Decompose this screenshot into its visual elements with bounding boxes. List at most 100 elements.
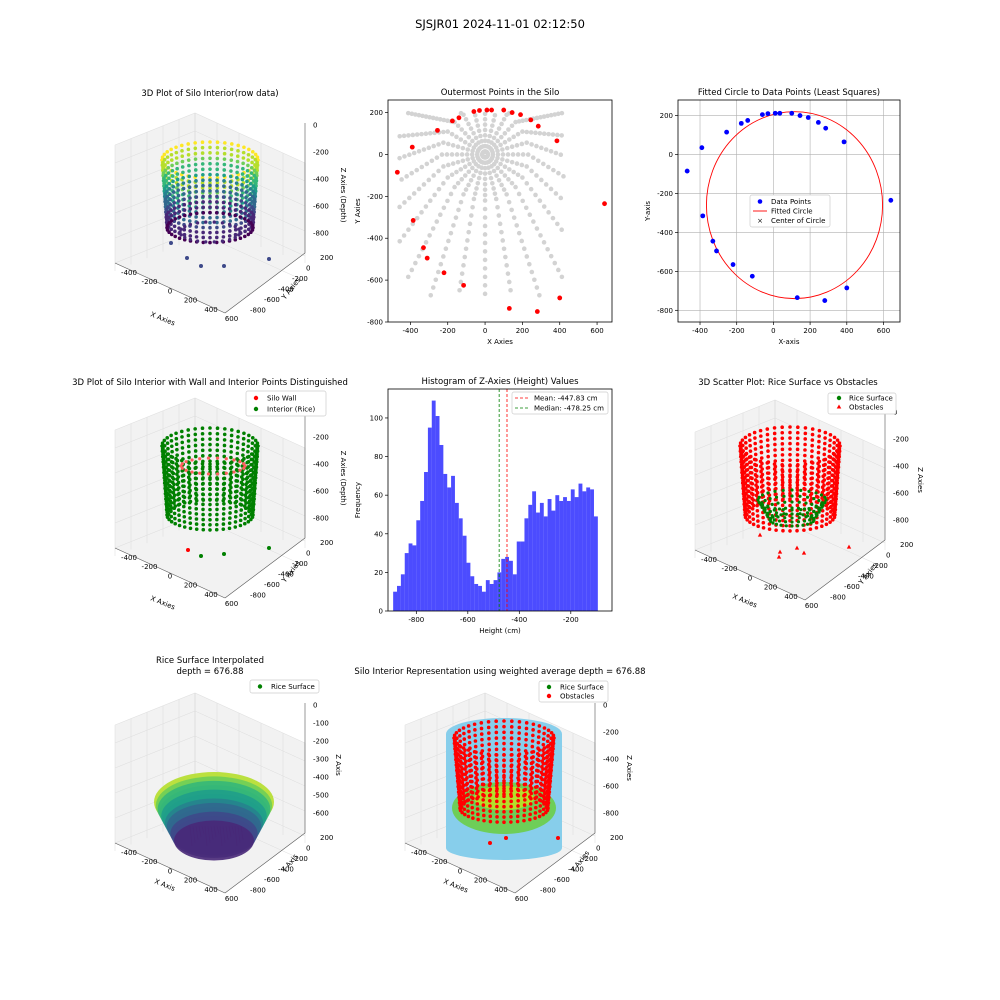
interior-point bbox=[215, 476, 219, 480]
obstacle-point bbox=[479, 721, 484, 725]
obstacle-point bbox=[481, 803, 486, 807]
obstacle-point bbox=[541, 807, 546, 812]
obstacle-point bbox=[781, 491, 785, 496]
raw-point bbox=[242, 234, 247, 239]
gray-point bbox=[495, 138, 501, 144]
gray-point bbox=[555, 132, 560, 138]
interior-point bbox=[188, 494, 193, 498]
gray-point bbox=[443, 246, 449, 252]
raw-point bbox=[194, 225, 199, 229]
obstacle-point bbox=[781, 518, 785, 523]
interior-point bbox=[194, 476, 199, 481]
panel3-fitted-circle: Fitted Circle to Data Points (Least Squa… bbox=[644, 88, 901, 346]
histogram-bar bbox=[397, 585, 401, 611]
gray-point bbox=[475, 123, 481, 128]
obstacle-point bbox=[740, 467, 745, 472]
rice-surface-point bbox=[768, 509, 772, 514]
obstacle-point bbox=[461, 783, 466, 788]
raw-point bbox=[201, 210, 206, 215]
raw-point bbox=[227, 222, 232, 227]
raw-point bbox=[166, 215, 171, 220]
raw-point bbox=[180, 149, 184, 153]
figure-suptitle: SJSJR01 2024-11-01 02:12:50 bbox=[415, 17, 585, 31]
gray-point bbox=[416, 148, 422, 154]
obstacle-point bbox=[509, 730, 514, 735]
interior-point bbox=[244, 471, 249, 476]
raw-point bbox=[208, 205, 212, 209]
histogram-bar bbox=[427, 427, 432, 611]
obstacle-point bbox=[748, 438, 752, 443]
outermost-point bbox=[435, 127, 440, 133]
obstacle-point bbox=[538, 792, 542, 797]
obstacle-point bbox=[802, 470, 807, 474]
gray-point bbox=[500, 152, 506, 157]
gray-point bbox=[465, 238, 470, 243]
gray-point bbox=[482, 223, 488, 229]
gray-point bbox=[464, 152, 470, 157]
obstacle-point bbox=[459, 791, 464, 795]
obstacle-point bbox=[523, 749, 528, 753]
interior-point bbox=[222, 460, 226, 464]
obstacle-point bbox=[803, 442, 807, 447]
obstacle-point bbox=[488, 793, 493, 797]
histogram-bar bbox=[555, 495, 560, 611]
gray-point bbox=[472, 112, 478, 118]
y-tick-label: 0 bbox=[669, 151, 673, 159]
x-tick-label: 400 bbox=[553, 327, 566, 335]
gray-point bbox=[455, 180, 461, 186]
obstacle-point bbox=[752, 430, 757, 435]
gray-point bbox=[541, 131, 547, 137]
gray-point bbox=[409, 170, 415, 176]
gray-point bbox=[524, 129, 530, 135]
raw-point bbox=[164, 173, 168, 178]
obstacle-point bbox=[541, 812, 546, 817]
gray-point bbox=[533, 192, 538, 198]
obstacle-point bbox=[548, 766, 553, 770]
interior-point bbox=[187, 477, 192, 482]
interior-point bbox=[194, 507, 199, 511]
interior-point bbox=[173, 504, 178, 508]
gray-point bbox=[552, 260, 558, 266]
surface-spike bbox=[219, 825, 223, 847]
gray-point bbox=[523, 117, 529, 123]
interior-point bbox=[208, 475, 212, 480]
gray-point bbox=[401, 233, 407, 238]
rice-surface-point bbox=[804, 501, 808, 505]
interior-point bbox=[215, 443, 220, 447]
raw-point bbox=[172, 206, 177, 210]
interior-point bbox=[180, 435, 184, 439]
interior-point bbox=[208, 487, 212, 491]
obstacle-point bbox=[494, 719, 498, 724]
obstacle-point bbox=[822, 447, 827, 451]
y-tick-label: 0 bbox=[306, 550, 310, 558]
raw-point bbox=[227, 207, 232, 211]
gray-point bbox=[482, 116, 488, 122]
gray-point bbox=[482, 176, 488, 182]
gray-point bbox=[421, 147, 427, 152]
rice-surface-point bbox=[824, 498, 828, 502]
obstacle-point bbox=[825, 492, 829, 497]
y-tick-label: -400 bbox=[278, 286, 294, 294]
obstacle-point bbox=[488, 787, 493, 792]
gray-point bbox=[491, 168, 497, 174]
histogram-bar bbox=[505, 556, 510, 611]
gray-point bbox=[527, 261, 532, 267]
raw-point bbox=[238, 215, 243, 219]
wall-point bbox=[206, 456, 211, 460]
gray-point bbox=[470, 138, 475, 144]
raw-point bbox=[249, 165, 254, 170]
obstacle-point bbox=[488, 776, 492, 780]
x-tick-label: -400 bbox=[121, 849, 137, 857]
obstacle-point bbox=[810, 449, 814, 453]
histogram-bar bbox=[420, 500, 425, 611]
rice-surface-point bbox=[790, 506, 794, 510]
obstacle-point bbox=[515, 787, 520, 792]
y-tick-label: -200 bbox=[872, 562, 888, 570]
raw-point bbox=[193, 157, 198, 161]
obstacle-point bbox=[809, 476, 813, 481]
z-tick-label: -800 bbox=[313, 515, 329, 523]
interior-point bbox=[194, 522, 199, 526]
gray-point bbox=[499, 229, 504, 235]
raw-point bbox=[235, 159, 240, 164]
raw-point bbox=[253, 157, 258, 162]
